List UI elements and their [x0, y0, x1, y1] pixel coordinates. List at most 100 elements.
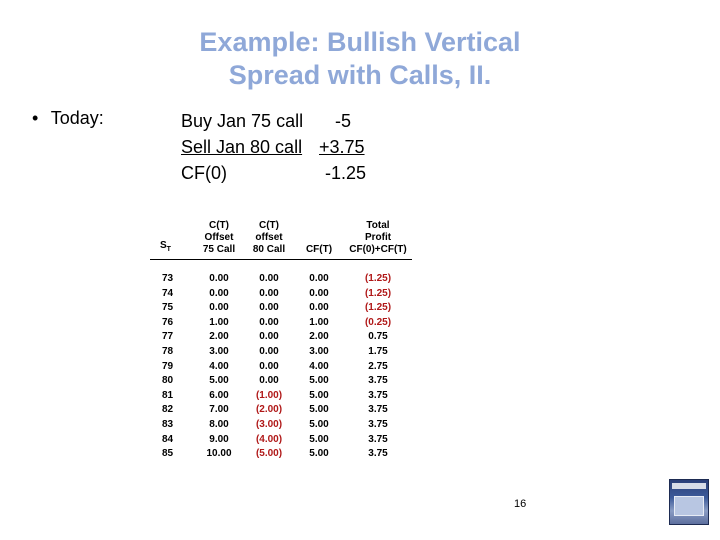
cell-cft: 0.00: [309, 273, 329, 284]
table-row: 74 0.00 0.00 0.00 (1.25): [150, 287, 412, 302]
cell-c1: 1.00: [209, 316, 229, 328]
cell-c2: 0.00: [259, 302, 279, 314]
header-offset-75-call: C(T) Offset 75 Call: [194, 220, 244, 260]
cell-st: 79: [162, 360, 174, 372]
cell-c1: 2.00: [209, 331, 229, 343]
cell-st: 76: [162, 316, 174, 328]
cell-cft: 5.00: [309, 389, 329, 401]
header-st: ST: [150, 220, 194, 260]
cell-total: 2.75: [368, 360, 388, 372]
cell-cft: 3.00: [309, 345, 329, 357]
trade-row-buy: Buy Jan 75 call -5: [181, 108, 351, 134]
title-line-2: Spread with Calls, II.: [228, 60, 492, 90]
cell-c2: 0.00: [259, 316, 279, 328]
table-row: 85 10.00 (5.00) 5.00 3.75: [150, 447, 412, 462]
cell-cft: 5.00: [309, 433, 329, 445]
cell-total: (1.25): [364, 302, 392, 314]
table-row: 78 3.00 0.00 3.00 1.75: [150, 345, 412, 360]
cell-total: 3.75: [368, 418, 388, 430]
cell-cft: 2.00: [309, 331, 329, 343]
cell-cft: 0.00: [309, 302, 329, 314]
cell-c2: (1.00): [255, 389, 283, 401]
bullet-label: Today:: [50, 108, 104, 128]
cell-c1: 5.00: [209, 375, 229, 387]
cell-st: 74: [162, 287, 174, 299]
cell-st: 80: [162, 375, 174, 387]
trade-value: +3.75: [319, 137, 365, 157]
cell-cft: 5.00: [309, 375, 329, 387]
payoff-table: ST C(T) Offset 75 Call C(T) offset 80 Call C…: [150, 220, 412, 462]
cell-total: 1.75: [368, 345, 388, 357]
cell-total: 3.75: [368, 433, 388, 445]
trade-desc: Sell Jan 80 call: [181, 137, 303, 157]
cell-c2: 0.00: [259, 375, 279, 387]
cell-st: 82: [162, 404, 174, 416]
cell-st: 77: [162, 331, 174, 343]
cell-c1: 7.00: [209, 404, 229, 416]
table-header-row: ST C(T) Offset 75 Call C(T) offset 80 Call C…: [150, 220, 412, 260]
table-row: 73 0.00 0.00 0.00 (1.25): [150, 260, 412, 287]
table-row: 84 9.00 (4.00) 5.00 3.75: [150, 433, 412, 448]
cell-total: (1.25): [364, 273, 392, 284]
cell-cft: 5.00: [309, 448, 329, 460]
cell-c1: 4.00: [209, 360, 229, 372]
cell-c2: 0.00: [259, 360, 279, 372]
slide-title: Example: Bullish Vertical Spread with Ca…: [0, 26, 720, 92]
cell-total: 0.75: [368, 331, 388, 343]
trade-desc: CF(0): [181, 163, 227, 183]
cell-c2: 0.00: [259, 345, 279, 357]
cell-c1: 3.00: [209, 345, 229, 357]
trade-row-sell: Sell Jan 80 call +3.75: [181, 134, 365, 160]
table-row: 80 5.00 0.00 5.00 3.75: [150, 374, 412, 389]
trade-block: Buy Jan 75 call -5 Sell Jan 80 call +3.7…: [181, 108, 366, 186]
cell-c2: (5.00): [255, 448, 283, 460]
cell-c1: 0.00: [209, 302, 229, 314]
table-row: 79 4.00 0.00 4.00 2.75: [150, 360, 412, 375]
cell-st: 83: [162, 418, 174, 430]
cell-st: 85: [162, 448, 174, 460]
cell-total: 3.75: [368, 448, 388, 460]
cell-cft: 5.00: [309, 404, 329, 416]
cell-c1: 10.00: [206, 448, 232, 460]
header-cft: CF(T): [294, 220, 344, 260]
table-row: 75 0.00 0.00 0.00 (1.25): [150, 301, 412, 316]
cell-total: 3.75: [368, 375, 388, 387]
cell-st: 73: [162, 273, 174, 284]
cell-total: 3.75: [368, 389, 388, 401]
table-row: 76 1.00 0.00 1.00 (0.25): [150, 316, 412, 331]
cell-c1: 8.00: [209, 418, 229, 430]
cell-cft: 1.00: [309, 316, 329, 328]
cell-st: 81: [162, 389, 174, 401]
cell-c2: 0.00: [259, 273, 279, 284]
cell-c1: 0.00: [209, 273, 229, 284]
cell-cft: 5.00: [309, 418, 329, 430]
cell-cft: 4.00: [309, 360, 329, 372]
table-row: 77 2.00 0.00 2.00 0.75: [150, 330, 412, 345]
cell-c2: 0.00: [259, 331, 279, 343]
cell-total: (0.25): [364, 316, 392, 328]
cell-cft: 0.00: [309, 287, 329, 299]
book-cover-image: [669, 479, 709, 525]
page-number: 16: [514, 498, 527, 510]
bullet-icon: •: [32, 108, 39, 128]
trade-value: -5: [335, 111, 352, 131]
cell-total: 3.75: [368, 404, 388, 416]
header-total-profit: Total Profit CF(0)+CF(T): [344, 220, 412, 260]
table-row: 81 6.00 (1.00) 5.00 3.75: [150, 389, 412, 404]
cell-c1: 9.00: [209, 433, 229, 445]
cell-st: 75: [162, 302, 174, 314]
cell-c2: (4.00): [255, 433, 283, 445]
cell-c2: (3.00): [255, 418, 283, 430]
cell-total: (1.25): [364, 287, 392, 299]
cell-c1: 6.00: [209, 389, 229, 401]
cell-c2: 0.00: [259, 287, 279, 299]
table-row: 83 8.00 (3.00) 5.00 3.75: [150, 418, 412, 433]
cell-c2: (2.00): [255, 404, 283, 416]
bullet-today: • Today:: [32, 108, 104, 129]
header-offset-80-call: C(T) offset 80 Call: [244, 220, 294, 260]
table-row: 82 7.00 (2.00) 5.00 3.75: [150, 403, 412, 418]
cell-st: 78: [162, 345, 174, 357]
title-line-1: Example: Bullish Vertical: [199, 27, 521, 57]
trade-desc: Buy Jan 75 call: [181, 111, 304, 131]
trade-value: -1.25: [325, 163, 367, 183]
